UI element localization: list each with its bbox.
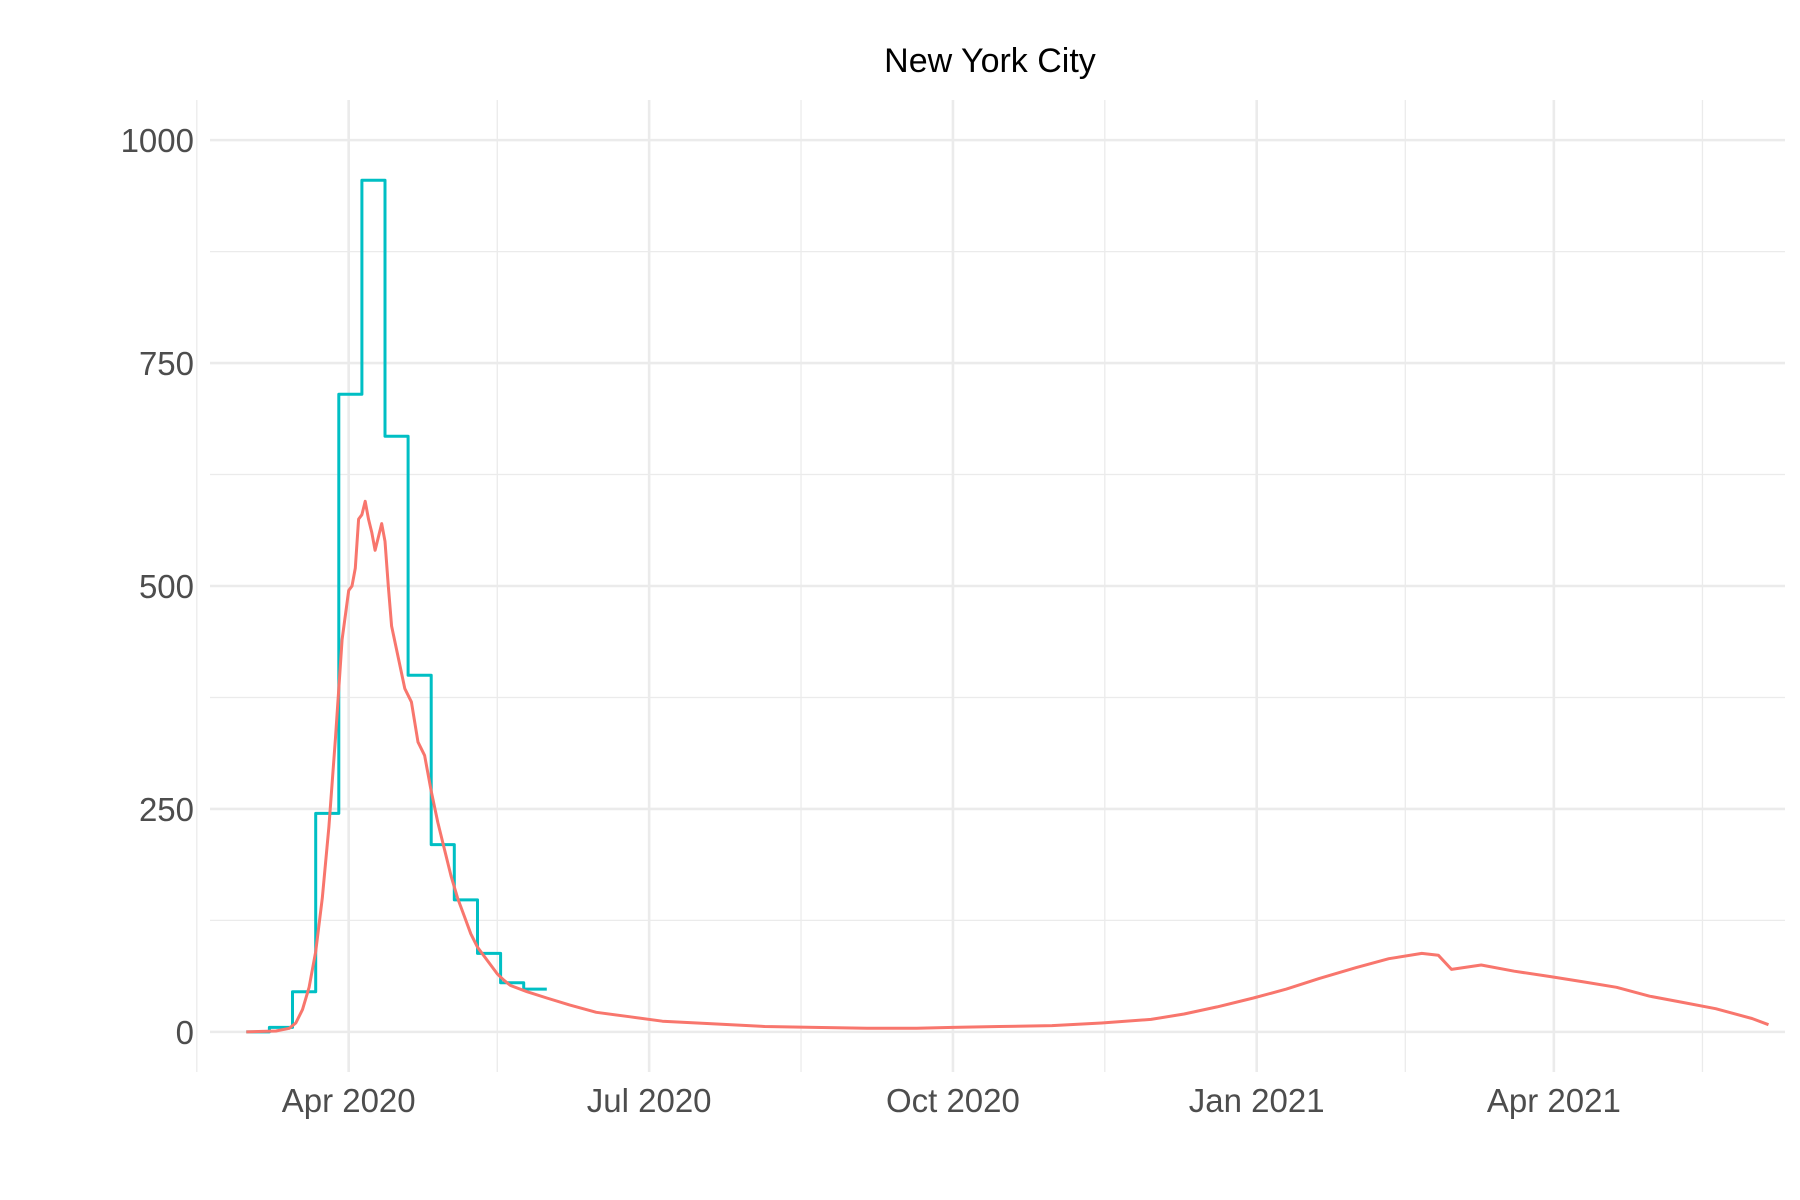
y-tick-label: 250 [139, 791, 194, 828]
x-tick-label: Apr 2020 [282, 1082, 416, 1119]
x-tick-label: Jan 2021 [1189, 1082, 1325, 1119]
plot-series [246, 178, 1770, 1034]
x-tick-label: Oct 2020 [886, 1082, 1020, 1119]
x-axis-tick-labels: Apr 2020 Jul 2020 Oct 2020 Jan 2021 Apr 2021 [282, 1082, 1621, 1119]
major-gridlines [210, 100, 1785, 1072]
series-line-1 [246, 178, 547, 1034]
x-tick-label: Jul 2020 [587, 1082, 712, 1119]
y-tick-label: 750 [139, 345, 194, 382]
y-tick-label: 1000 [121, 122, 194, 159]
y-tick-label: 500 [139, 568, 194, 605]
chart-title: New York City [884, 42, 1096, 80]
y-tick-label: 0 [176, 1014, 194, 1051]
y-axis-tick-labels: 0 250 500 750 1000 [121, 122, 194, 1051]
series-line-2 [246, 499, 1770, 1034]
x-tick-label: Apr 2021 [1487, 1082, 1621, 1119]
